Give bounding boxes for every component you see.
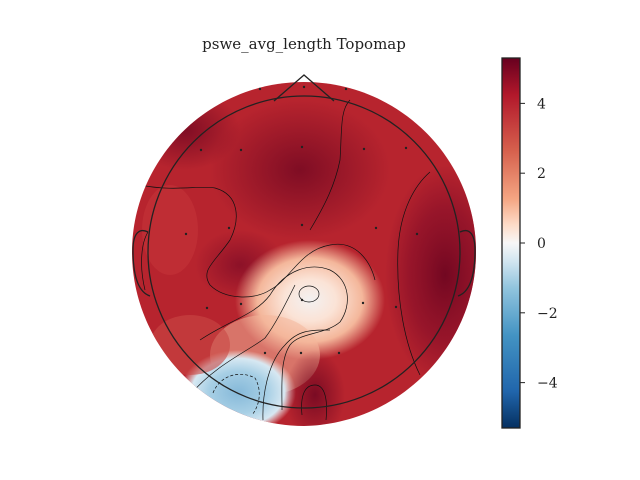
colorbar-ticks: 4 2 0 −2 −4 bbox=[520, 96, 558, 392]
colorbar-tick-label: −2 bbox=[537, 306, 558, 322]
sensor-dot bbox=[239, 148, 243, 152]
sensor-dot bbox=[415, 232, 419, 236]
sensor-markers bbox=[184, 85, 419, 355]
sensor-dot bbox=[300, 223, 304, 227]
colorbar-tick-label: 0 bbox=[537, 236, 546, 252]
sensor-dot bbox=[362, 147, 366, 151]
sensor-dot bbox=[361, 301, 365, 305]
sensor-dot bbox=[299, 351, 303, 355]
sensor-dot bbox=[394, 305, 398, 309]
sensor-dot bbox=[205, 306, 209, 310]
sensor-dot bbox=[263, 351, 267, 355]
colorbar-tick-label: −4 bbox=[537, 376, 558, 392]
sensor-dot bbox=[258, 87, 262, 91]
sensor-dot bbox=[227, 226, 231, 230]
sensor-dot bbox=[184, 232, 188, 236]
sensor-dot bbox=[239, 302, 243, 306]
sensor-dot bbox=[199, 148, 203, 152]
sensor-dot bbox=[404, 146, 408, 150]
colorbar-tick-label: 2 bbox=[537, 166, 546, 182]
head-outline bbox=[132, 74, 476, 409]
topomap-field bbox=[132, 82, 476, 426]
sensor-dot bbox=[344, 87, 348, 91]
sensor-dot bbox=[337, 351, 341, 355]
sensor-dot bbox=[300, 298, 304, 302]
sensor-dot bbox=[374, 226, 378, 230]
sensor-dot bbox=[300, 145, 304, 149]
colorbar bbox=[502, 58, 520, 428]
colorbar-tick-label: 4 bbox=[537, 96, 546, 112]
chart-title: pswe_avg_length Topomap bbox=[202, 35, 406, 53]
sensor-dot bbox=[302, 85, 306, 89]
